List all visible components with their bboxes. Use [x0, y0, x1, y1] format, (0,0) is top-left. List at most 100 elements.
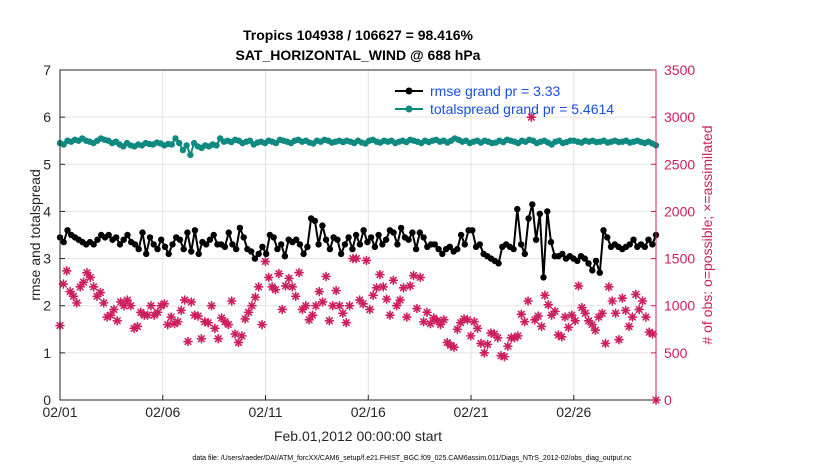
right-axis-label: # of obs: o=possible; ×=assimilated	[699, 125, 715, 344]
totalspread-point	[213, 142, 220, 149]
rmse-point	[150, 241, 157, 248]
obs-marker	[203, 317, 213, 328]
obs-marker	[452, 324, 463, 335]
obs-marker	[189, 310, 200, 320]
obs-marker	[587, 319, 597, 330]
obs-marker	[523, 296, 533, 306]
obs-marker	[95, 287, 106, 298]
obs-marker	[58, 279, 69, 289]
rmse-point	[161, 243, 169, 250]
rmse-point	[446, 243, 453, 250]
obs-marker	[439, 315, 449, 325]
obs-marker	[405, 281, 415, 291]
obs-marker	[294, 267, 304, 278]
rmse-point	[143, 250, 150, 258]
rmse-point	[255, 250, 262, 258]
rmse-point	[536, 210, 543, 217]
obs-marker	[556, 332, 567, 342]
obs-marker	[125, 300, 136, 311]
obs-marker	[533, 311, 543, 321]
rmse-point	[326, 245, 334, 253]
rmse-point	[281, 253, 289, 260]
chart-subtitle: SAT_HORIZONTAL_WIND @ 688 hPa	[236, 47, 481, 63]
rmse-point	[165, 250, 172, 258]
rmse-point	[203, 241, 210, 248]
rmse-point	[139, 229, 146, 236]
totalspread-point	[179, 146, 187, 154]
rmse-point	[236, 224, 244, 232]
obs-marker	[78, 277, 89, 287]
obs-marker	[570, 315, 580, 326]
obs-marker	[338, 308, 348, 319]
obs-marker	[513, 331, 523, 341]
obs-marker	[166, 312, 176, 322]
obs-marker	[284, 273, 294, 284]
obs-marker	[206, 300, 217, 311]
obs-marker	[516, 309, 527, 320]
right-tick-label: 500	[664, 345, 688, 361]
rmse-point	[274, 245, 281, 253]
obs-marker	[536, 321, 547, 332]
obs-marker	[391, 300, 402, 311]
obs-marker	[324, 315, 335, 326]
rmse-point	[116, 241, 124, 248]
obs-marker	[597, 308, 607, 319]
rmse-point	[626, 241, 633, 248]
right-tick-label: 0	[664, 392, 672, 408]
rmse-point	[146, 234, 154, 241]
rmse-point	[259, 243, 266, 250]
left-tick-label: 1	[43, 345, 51, 361]
rmse-point	[379, 241, 386, 248]
obs-marker	[614, 334, 624, 345]
rmse-point	[195, 250, 202, 258]
obs-marker	[122, 295, 133, 305]
rmse-point	[540, 274, 547, 281]
totalspread-point	[183, 142, 190, 149]
obs-marker	[72, 298, 82, 308]
obs-marker	[226, 296, 237, 306]
rmse-point	[409, 229, 416, 236]
rmse-point	[641, 243, 648, 250]
rmse-point	[435, 245, 442, 253]
rmse-point	[649, 241, 656, 248]
obs-marker	[287, 282, 298, 292]
obs-marker	[462, 315, 473, 325]
obs-marker	[243, 307, 254, 318]
rmse-point	[90, 241, 97, 248]
obs-marker	[634, 304, 644, 315]
left-tick-label: 4	[43, 203, 51, 219]
rmse-point	[461, 241, 468, 248]
rmse-point	[574, 257, 581, 265]
obs-marker	[263, 272, 274, 283]
rmse-point	[184, 229, 191, 236]
obs-marker	[381, 294, 392, 304]
obs-marker	[361, 255, 372, 266]
obs-marker	[98, 298, 109, 308]
rmse-point	[206, 236, 214, 243]
x-axis-ticks: 02/01 02/06 02/11 02/16 02/21 02/26	[42, 395, 592, 420]
obs-marker	[415, 272, 426, 283]
legend-swatch-marker	[405, 87, 413, 95]
rmse-point	[248, 248, 255, 255]
obs-marker	[247, 300, 257, 311]
obs-marker	[146, 300, 156, 311]
left-tick-label: 5	[43, 156, 51, 172]
obs-marker	[186, 297, 197, 307]
obs-marker	[233, 337, 244, 348]
obs-marker	[610, 308, 621, 319]
obs-marker	[65, 286, 75, 297]
obs-marker	[600, 338, 611, 349]
rmse-point	[604, 234, 611, 241]
rmse-point	[233, 245, 240, 253]
obs-marker	[331, 285, 341, 296]
obs-marker	[162, 319, 173, 330]
obs-layer	[55, 112, 661, 405]
obs-marker	[560, 312, 570, 322]
obs-marker	[371, 282, 382, 293]
obs-marker	[270, 284, 281, 295]
rmse-point	[319, 222, 326, 229]
obs-marker	[317, 297, 328, 307]
obs-marker	[647, 329, 658, 339]
rmse-point	[394, 241, 401, 248]
totalspread-point	[176, 139, 183, 147]
